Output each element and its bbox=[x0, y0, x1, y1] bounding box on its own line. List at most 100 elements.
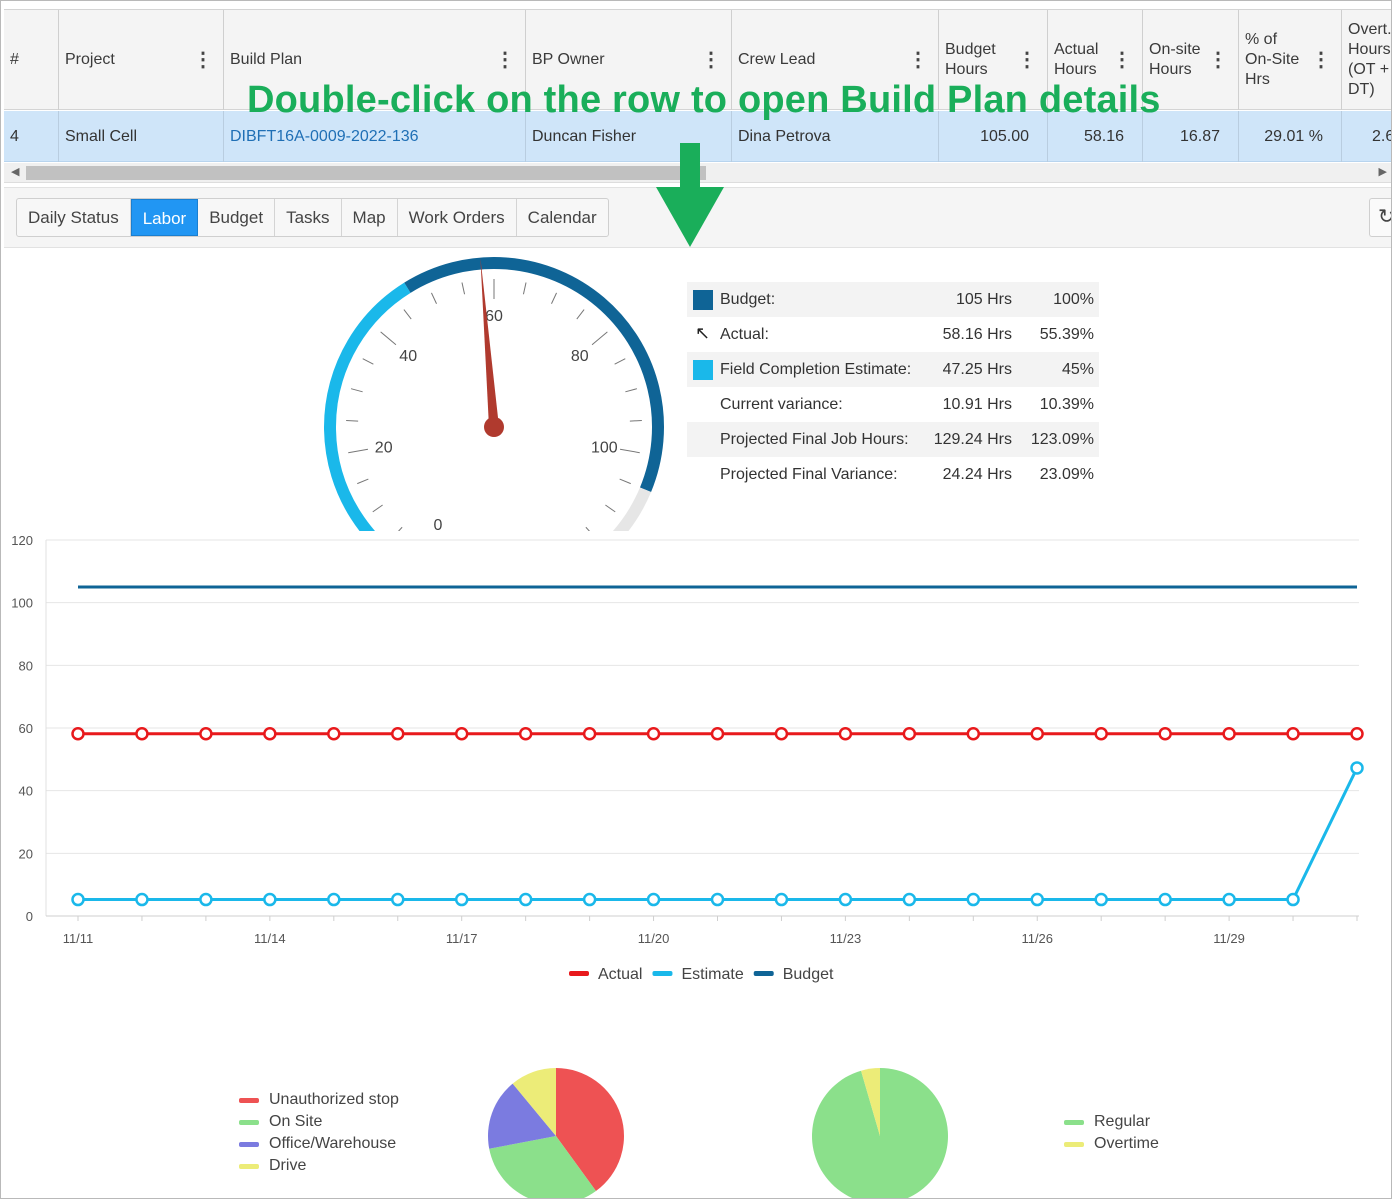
column-header[interactable]: Actual Hours ⋮ bbox=[1048, 10, 1143, 110]
summary-row: Current variance: 10.91 Hrs 10.39% bbox=[687, 387, 1099, 422]
summary-row: Budget: 105 Hrs 100% bbox=[687, 282, 1099, 317]
column-header-label: Crew Lead bbox=[738, 51, 816, 68]
data-point-actual bbox=[1222, 727, 1236, 741]
column-menu-icon[interactable]: ⋮ bbox=[701, 49, 721, 71]
column-menu-icon[interactable]: ⋮ bbox=[908, 49, 928, 71]
legend-label[interactable]: Actual bbox=[598, 966, 642, 983]
tab-labor[interactable]: Labor bbox=[130, 199, 199, 236]
legend-label[interactable]: Budget bbox=[783, 966, 834, 983]
column-header[interactable]: Overt. Hours (OT + DT) bbox=[1342, 10, 1391, 110]
summary-percent: 10.39% bbox=[1039, 396, 1094, 413]
pie-legend-item[interactable]: Regular bbox=[1064, 1111, 1159, 1133]
column-header[interactable]: % of On-Site Hrs ⋮ bbox=[1239, 10, 1342, 110]
data-point-estimate bbox=[774, 892, 789, 907]
tab-tasks[interactable]: Tasks bbox=[275, 199, 342, 236]
gauge-tick bbox=[576, 309, 585, 320]
column-menu-icon[interactable]: ⋮ bbox=[1112, 49, 1132, 71]
tab-map[interactable]: Map bbox=[342, 199, 398, 236]
data-point-estimate bbox=[1222, 892, 1236, 907]
tab-budget[interactable]: Budget bbox=[198, 199, 276, 236]
data-point-estimate bbox=[518, 892, 533, 907]
data-point-actual bbox=[774, 727, 789, 741]
scroll-right-icon[interactable]: ▶ bbox=[1378, 166, 1387, 178]
column-header[interactable]: Build Plan ⋮ bbox=[224, 10, 526, 110]
cell-pct-onsite[interactable]: 29.01 % bbox=[1239, 111, 1342, 162]
cell-build-plan-link[interactable]: DIBFT16A-0009-2022-136 bbox=[224, 111, 526, 162]
gauge-tick-label: 80 bbox=[571, 348, 589, 365]
pie-legend-label: On Site bbox=[269, 1113, 323, 1130]
column-header[interactable]: BP Owner ⋮ bbox=[526, 10, 732, 110]
data-point-actual bbox=[966, 727, 981, 741]
gauge-tick bbox=[591, 331, 608, 346]
y-tick-label: 80 bbox=[19, 658, 33, 673]
summary-hours: 58.16 Hrs bbox=[942, 326, 1012, 343]
tab-work-orders[interactable]: Work Orders bbox=[398, 199, 517, 236]
data-point-actual bbox=[454, 727, 469, 741]
data-point-actual bbox=[902, 727, 917, 741]
pie-slice bbox=[512, 1068, 556, 1136]
data-point-actual bbox=[135, 727, 149, 741]
cell-project[interactable]: Small Cell bbox=[59, 111, 224, 162]
gauge-tick bbox=[350, 388, 363, 393]
data-point-actual bbox=[1158, 727, 1172, 741]
summary-percent: 100% bbox=[1053, 291, 1094, 308]
gauge-tick-label: 60 bbox=[485, 308, 503, 325]
cell-onsite-hours[interactable]: 16.87 bbox=[1143, 111, 1239, 162]
cell-actual-hours[interactable]: 58.16 bbox=[1048, 111, 1143, 162]
data-point-actual bbox=[71, 727, 85, 741]
pie-legend-item[interactable]: Unauthorized stop bbox=[239, 1089, 399, 1111]
pie-legend-label: Regular bbox=[1094, 1113, 1151, 1130]
cell-overtime[interactable]: 2.6 bbox=[1342, 111, 1391, 162]
y-tick-label: 0 bbox=[26, 909, 33, 924]
y-tick-label: 20 bbox=[19, 846, 33, 861]
gauge-tick bbox=[348, 448, 369, 454]
column-header[interactable]: Crew Lead ⋮ bbox=[732, 10, 939, 110]
gauge-tick bbox=[629, 420, 642, 422]
pie-legend-item[interactable]: Drive bbox=[239, 1155, 399, 1177]
pie-legend-item[interactable]: Office/Warehouse bbox=[239, 1133, 399, 1155]
grid-header: # Project ⋮ Build Plan ⋮ BP Owner ⋮ Crew Lead ⋮ B… bbox=[4, 9, 1391, 110]
column-header[interactable]: # bbox=[4, 10, 59, 110]
gauge-tick bbox=[522, 282, 527, 295]
x-tick-label: 11/29 bbox=[1213, 931, 1245, 946]
data-point-actual bbox=[327, 727, 341, 741]
column-menu-icon[interactable]: ⋮ bbox=[495, 49, 515, 71]
hours-type-pie-legend: Regular Overtime bbox=[1064, 1111, 1159, 1155]
column-header[interactable]: Project ⋮ bbox=[59, 10, 224, 110]
pie-legend-label: Unauthorized stop bbox=[269, 1091, 399, 1108]
tab-calendar[interactable]: Calendar bbox=[527, 208, 597, 227]
column-header[interactable]: Budget Hours ⋮ bbox=[939, 10, 1048, 110]
activity-pie-legend: Unauthorized stop On Site Office/Warehouse… bbox=[239, 1089, 399, 1177]
pie-slice bbox=[861, 1068, 880, 1136]
column-header[interactable]: On-site Hours ⋮ bbox=[1143, 10, 1239, 110]
scrollbar-thumb[interactable] bbox=[26, 166, 706, 180]
x-tick-label: 11/26 bbox=[1021, 931, 1053, 946]
legend-label[interactable]: Estimate bbox=[681, 966, 743, 983]
data-point-actual bbox=[710, 727, 725, 741]
gauge-tick-label: 0 bbox=[434, 517, 443, 531]
legend-marker bbox=[239, 1142, 259, 1147]
cell-index[interactable]: 4 bbox=[4, 111, 59, 162]
cell-budget-hours[interactable]: 105.00 bbox=[939, 111, 1048, 162]
data-point-estimate bbox=[454, 892, 469, 907]
refresh-button[interactable]: ↻ bbox=[1369, 198, 1391, 237]
summary-row: Projected Final Variance: 24.24 Hrs 23.09% bbox=[687, 457, 1099, 492]
scroll-left-icon[interactable]: ◀ bbox=[11, 166, 20, 178]
pie-legend-item[interactable]: Overtime bbox=[1064, 1133, 1159, 1155]
data-point-actual bbox=[1286, 727, 1300, 741]
data-point-estimate bbox=[71, 892, 85, 907]
series-line-estimate bbox=[78, 767, 1359, 902]
column-menu-icon[interactable]: ⋮ bbox=[1208, 49, 1228, 71]
cell-bp-owner[interactable]: Duncan Fisher bbox=[526, 111, 732, 162]
summary-label: Current variance: bbox=[720, 396, 843, 413]
y-tick-label: 60 bbox=[19, 721, 33, 736]
gauge-tick bbox=[605, 504, 616, 513]
gauge-tick bbox=[346, 420, 359, 422]
pie-legend-item[interactable]: On Site bbox=[239, 1111, 399, 1133]
cell-crew-lead[interactable]: Dina Petrova bbox=[732, 111, 939, 162]
pie-slice bbox=[812, 1068, 948, 1198]
column-menu-icon[interactable]: ⋮ bbox=[193, 49, 213, 71]
tab-daily-status[interactable]: Daily Status bbox=[17, 199, 131, 236]
column-menu-icon[interactable]: ⋮ bbox=[1311, 49, 1331, 71]
column-menu-icon[interactable]: ⋮ bbox=[1017, 49, 1037, 71]
